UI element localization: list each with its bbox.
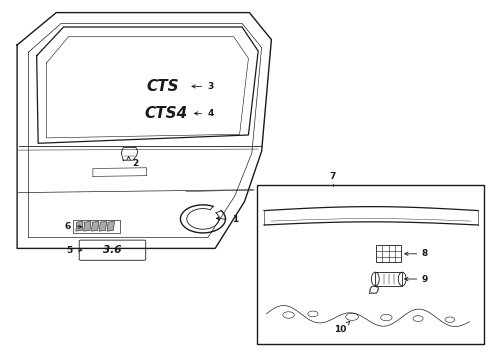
Text: 3: 3 (207, 82, 213, 91)
Bar (375, 272, 402, 286)
Text: 5: 5 (66, 246, 72, 255)
Text: 2: 2 (132, 158, 138, 167)
Polygon shape (107, 221, 114, 231)
Bar (375, 245, 401, 262)
Text: 3.6: 3.6 (103, 245, 122, 255)
Polygon shape (99, 221, 106, 231)
Text: CTS: CTS (146, 79, 179, 94)
Bar (256, 185, 483, 344)
Polygon shape (91, 221, 99, 231)
Polygon shape (76, 221, 83, 231)
Text: 6: 6 (64, 222, 71, 231)
Text: 9: 9 (421, 274, 427, 284)
Text: 1: 1 (232, 215, 238, 224)
Polygon shape (83, 221, 91, 231)
Text: 7: 7 (328, 172, 335, 181)
Text: 4: 4 (207, 109, 213, 118)
Text: 10: 10 (333, 325, 346, 334)
Text: 8: 8 (421, 249, 427, 258)
Text: CTS4: CTS4 (144, 106, 187, 121)
